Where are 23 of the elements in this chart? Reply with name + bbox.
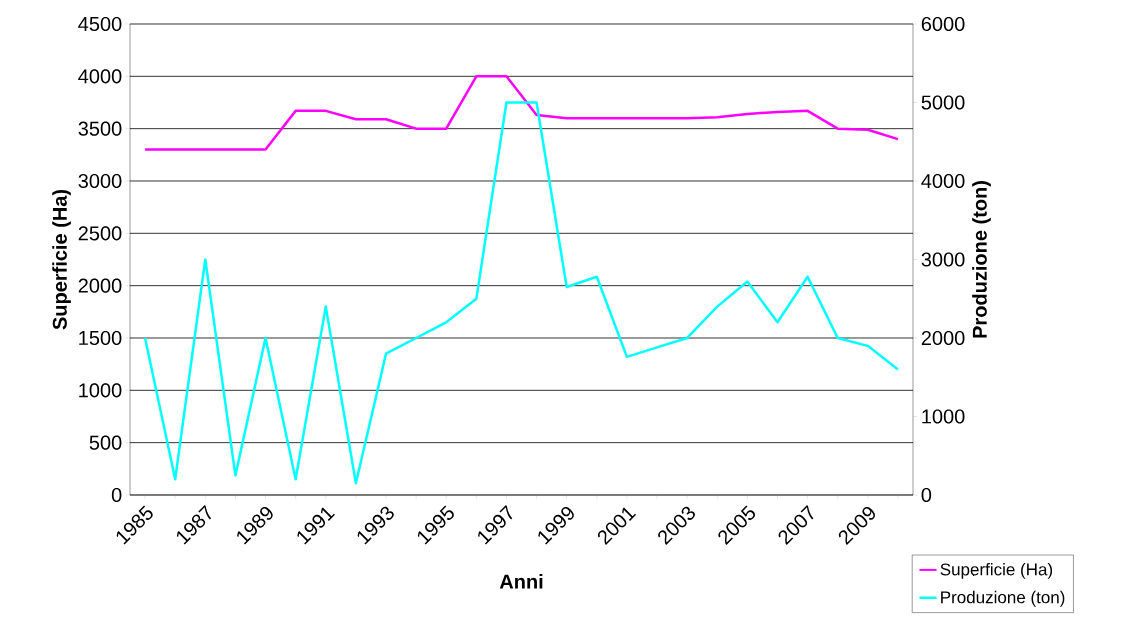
y-tick-label: 4500 bbox=[78, 16, 122, 32]
y2-tick-label: 4000 bbox=[921, 173, 965, 189]
x-axis-title: Anni bbox=[499, 573, 543, 589]
y-axis-title: Superficie (Ha) bbox=[52, 189, 71, 330]
y-tick-label: 2000 bbox=[78, 278, 122, 293]
y-tick-label: 1000 bbox=[79, 383, 122, 398]
y-tick-label: 4000 bbox=[78, 69, 122, 84]
y-tick-label: 500 bbox=[89, 435, 122, 450]
y2-tick-label: 0 bbox=[921, 487, 932, 503]
y-tick-label: 0 bbox=[111, 487, 122, 503]
y-tick-label: 3000 bbox=[78, 173, 122, 189]
y2-tick-label: 5000 bbox=[921, 95, 965, 110]
y-tick-label: 3500 bbox=[78, 121, 122, 136]
y2-axis-title: Produzione (ton) bbox=[972, 181, 991, 338]
line-series bbox=[143, 101, 900, 485]
y-tick-label: 2500 bbox=[78, 226, 122, 241]
y-tick-label: 1500 bbox=[79, 330, 122, 346]
legend-label: Produzione (ton) bbox=[941, 590, 1065, 607]
y2-tick-label: 3000 bbox=[921, 252, 965, 267]
y2-tick-label: 1000 bbox=[922, 409, 965, 424]
y2-tick-label: 2000 bbox=[921, 330, 965, 346]
legend-label: Superficie (Ha) bbox=[940, 563, 1053, 579]
y2-tick-label: 6000 bbox=[921, 16, 965, 32]
